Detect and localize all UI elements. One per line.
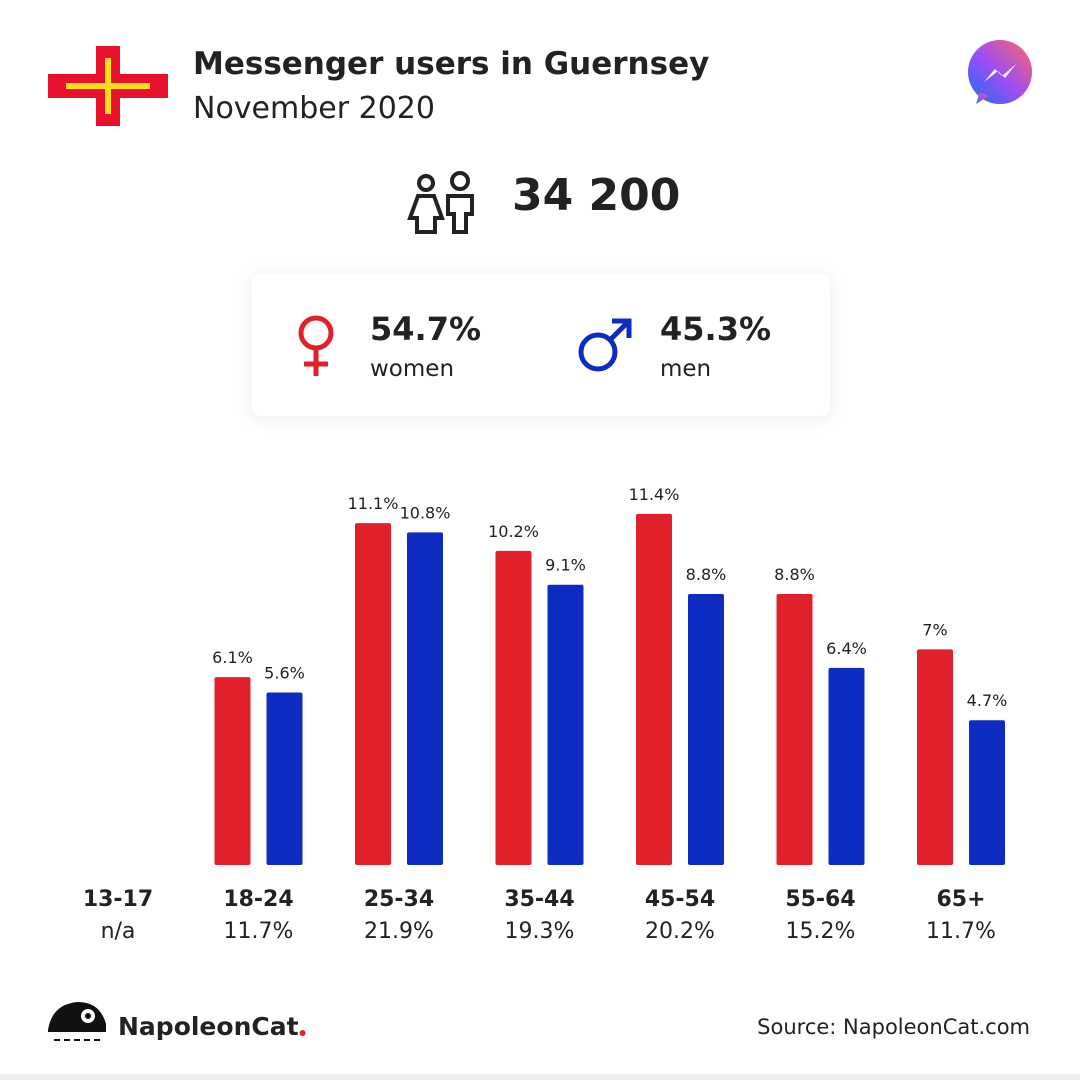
bar bbox=[917, 649, 953, 865]
category-label: 13-17 bbox=[83, 887, 153, 912]
source: Source: NapoleonCat.com bbox=[757, 1015, 1030, 1039]
category-total: 11.7% bbox=[224, 919, 294, 944]
value-label: 4.7% bbox=[967, 691, 1008, 710]
value-label: 8.8% bbox=[686, 565, 727, 584]
category-label: 45-54 bbox=[645, 887, 715, 912]
brand-dot bbox=[299, 1030, 306, 1036]
category-total: 15.2% bbox=[786, 919, 856, 944]
brand-name: NapoleonCat bbox=[118, 1012, 299, 1041]
category-total: n/a bbox=[101, 919, 136, 944]
bar bbox=[407, 532, 443, 865]
subtitle: November 2020 bbox=[193, 91, 435, 126]
bar bbox=[828, 667, 865, 865]
female-icon bbox=[298, 315, 334, 376]
male-icon bbox=[578, 318, 632, 372]
category-total: 19.3% bbox=[505, 919, 575, 944]
people-icon bbox=[407, 171, 474, 234]
gender-card bbox=[252, 274, 830, 416]
men-share: 45.3% bbox=[660, 310, 771, 348]
flag bbox=[48, 46, 168, 126]
bar bbox=[266, 692, 303, 865]
value-label: 10.8% bbox=[400, 503, 451, 522]
bar bbox=[355, 523, 391, 865]
women-label: women bbox=[370, 356, 454, 382]
bottom-strip bbox=[0, 1074, 1080, 1080]
category-label: 55-64 bbox=[785, 887, 855, 912]
bar-chart: 13-17 n/a 18-24 11.7% 6.1% 5.6% 25-34 21.9% 11.1… bbox=[83, 485, 1008, 944]
category-label: 18-24 bbox=[223, 887, 293, 912]
brand-logo bbox=[48, 1002, 106, 1041]
value-label: 8.8% bbox=[774, 565, 815, 584]
value-label: 6.4% bbox=[826, 639, 867, 658]
title: Messenger users in Guernsey bbox=[193, 46, 709, 82]
value-label: 7% bbox=[922, 620, 947, 639]
men-label: men bbox=[660, 356, 711, 382]
bar bbox=[495, 550, 532, 865]
bar bbox=[969, 720, 1005, 865]
category-label: 35-44 bbox=[504, 887, 574, 912]
value-label: 10.2% bbox=[488, 522, 539, 541]
bar bbox=[776, 593, 813, 865]
category-total: 20.2% bbox=[645, 919, 715, 944]
bar bbox=[214, 677, 251, 865]
bar bbox=[547, 584, 584, 865]
value-label: 11.4% bbox=[629, 485, 680, 504]
category-total: 21.9% bbox=[364, 919, 434, 944]
total-users: 34 200 bbox=[512, 170, 680, 221]
value-label: 11.1% bbox=[348, 494, 399, 513]
category-label: 65+ bbox=[936, 887, 985, 912]
value-label: 9.1% bbox=[545, 556, 586, 575]
value-label: 5.6% bbox=[264, 664, 305, 683]
value-label: 6.1% bbox=[212, 648, 253, 667]
bar bbox=[688, 593, 724, 865]
category-total: 11.7% bbox=[926, 919, 996, 944]
women-share: 54.7% bbox=[370, 310, 481, 348]
category-label: 25-34 bbox=[364, 887, 434, 912]
bar bbox=[636, 513, 672, 865]
messenger-icon bbox=[968, 40, 1032, 104]
